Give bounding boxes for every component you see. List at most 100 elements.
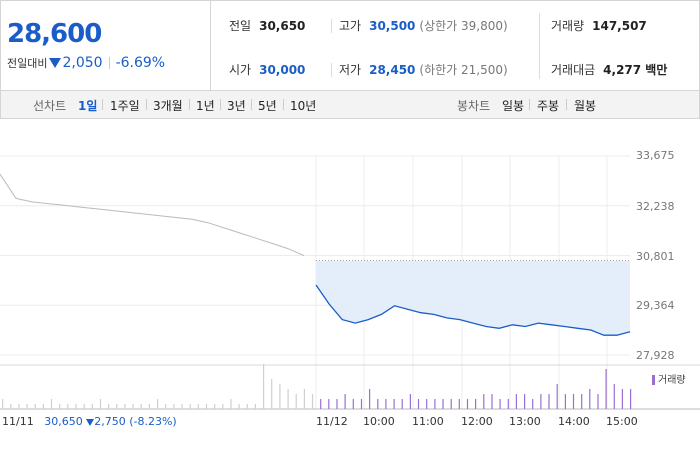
tab-monthly[interactable]: 월봉 [574, 99, 597, 113]
y-tick-label: 30,801 [636, 250, 675, 263]
volume-bar [295, 394, 297, 409]
volume-bar [132, 404, 134, 409]
prev-day-pct: (-8.23%) [129, 415, 177, 428]
volume-bar [475, 399, 477, 409]
x-tick-label: 13:00 [509, 415, 541, 428]
volume-bar [360, 399, 363, 409]
tab-1w[interactable]: 1주일 [110, 99, 140, 113]
tab-1y[interactable]: 1년 [196, 99, 215, 113]
volume-bar [524, 394, 526, 409]
volume-bar [466, 399, 469, 409]
volume-bar [279, 384, 281, 409]
stat-open: 시가 30,000 [229, 63, 306, 77]
x-tick-label: 14:00 [558, 415, 590, 428]
volume-bar [532, 399, 534, 409]
volume-bar [344, 394, 346, 409]
divider [189, 99, 190, 110]
volume-legend: 거래량 [652, 371, 686, 386]
volume-bar [303, 389, 305, 409]
volume-bar [369, 389, 371, 409]
volume-bar [515, 394, 517, 409]
divider [251, 99, 252, 110]
intraday-chart: 33,675 32,238 30,801 29,364 27,928 거래량 1… [0, 119, 700, 450]
volume-bar [83, 404, 85, 409]
volume-bar [483, 394, 485, 409]
down-arrow-icon [49, 58, 62, 68]
volume-bar [548, 394, 550, 409]
current-price: 28,600 [7, 19, 102, 49]
volume-bar [271, 379, 273, 409]
volume-bar [499, 399, 501, 409]
volume-bar [59, 404, 61, 409]
volume-bar [2, 399, 4, 409]
volume-bar [450, 399, 452, 409]
volume-bar [564, 394, 566, 409]
volume-bar [148, 404, 150, 409]
stat-trade-value: 거래대금 4,277 백만 [551, 63, 668, 77]
down-arrow-icon [86, 418, 95, 426]
volume-bar [75, 404, 77, 409]
volume-bar [99, 399, 102, 409]
volume-bar [409, 394, 411, 409]
prev-day-price-line [0, 173, 305, 257]
volume-bar [254, 404, 256, 409]
volume-bar [116, 404, 118, 409]
volume-bar [311, 394, 314, 409]
volume-bar [417, 399, 420, 409]
volume-bar [246, 404, 248, 409]
quote-header: 28,600 전일대비 2,050 -6.69% 전일 30,650 고가 30,500… [0, 0, 700, 91]
y-tick-label: 33,675 [636, 149, 675, 162]
tab-weekly[interactable]: 주봉 [537, 99, 560, 113]
volume-bar [189, 404, 191, 409]
tab-5y[interactable]: 5년 [258, 99, 277, 113]
candle-chart-label: 봉차트 [457, 99, 491, 113]
volume-bar [10, 404, 12, 409]
change-amount: 2,050 [62, 55, 103, 71]
volume-bar [540, 394, 542, 409]
y-tick-label: 29,364 [636, 299, 675, 312]
volume-bar [238, 404, 240, 409]
tab-daily[interactable]: 일봉 [502, 99, 525, 113]
prev-day-close: 30,650 [44, 415, 83, 428]
volume-bar [140, 404, 142, 409]
x-tick-label: 11/12 [316, 415, 348, 428]
volume-bar [67, 404, 69, 409]
tab-3m[interactable]: 3개월 [153, 99, 183, 113]
volume-bar [287, 389, 289, 409]
volume-bar [442, 399, 444, 409]
volume-bar [165, 404, 167, 409]
volume-bar [434, 399, 436, 409]
volume-bar [507, 399, 509, 409]
volume-bar [458, 399, 460, 409]
divider [220, 99, 221, 110]
volume-bar [124, 404, 126, 409]
volume-bar [34, 404, 36, 409]
volume-bar [393, 399, 395, 409]
volume-bar [320, 399, 322, 409]
volume-bar [173, 404, 175, 409]
tab-3y[interactable]: 3년 [227, 99, 246, 113]
y-tick-label: 27,928 [636, 349, 675, 362]
volume-bar [42, 404, 44, 409]
divider [331, 63, 332, 77]
stat-high: 고가 30,500 (상한가 39,800) [339, 19, 508, 33]
volume-bar [377, 399, 379, 409]
divider [331, 19, 332, 33]
volume-bar [18, 404, 20, 409]
tab-1d[interactable]: 1일 [78, 99, 98, 113]
volume-bar [605, 369, 607, 409]
volume-bar [26, 404, 28, 409]
volume-bar [597, 394, 599, 409]
divider [566, 99, 567, 110]
volume-bar [108, 404, 110, 409]
volume-bar [426, 399, 428, 409]
x-tick-label: 15:00 [606, 415, 638, 428]
prev-day-label: 11/11 [2, 415, 34, 428]
tab-10y[interactable]: 10년 [290, 99, 317, 113]
stat-volume: 거래량 147,507 [551, 19, 647, 33]
price-box: 28,600 전일대비 2,050 -6.69% [1, 1, 211, 91]
x-tick-label: 11:00 [412, 415, 444, 428]
volume-bar [328, 399, 330, 409]
stat-prev-close: 전일 30,650 [229, 19, 306, 33]
volume-bar [205, 404, 208, 409]
